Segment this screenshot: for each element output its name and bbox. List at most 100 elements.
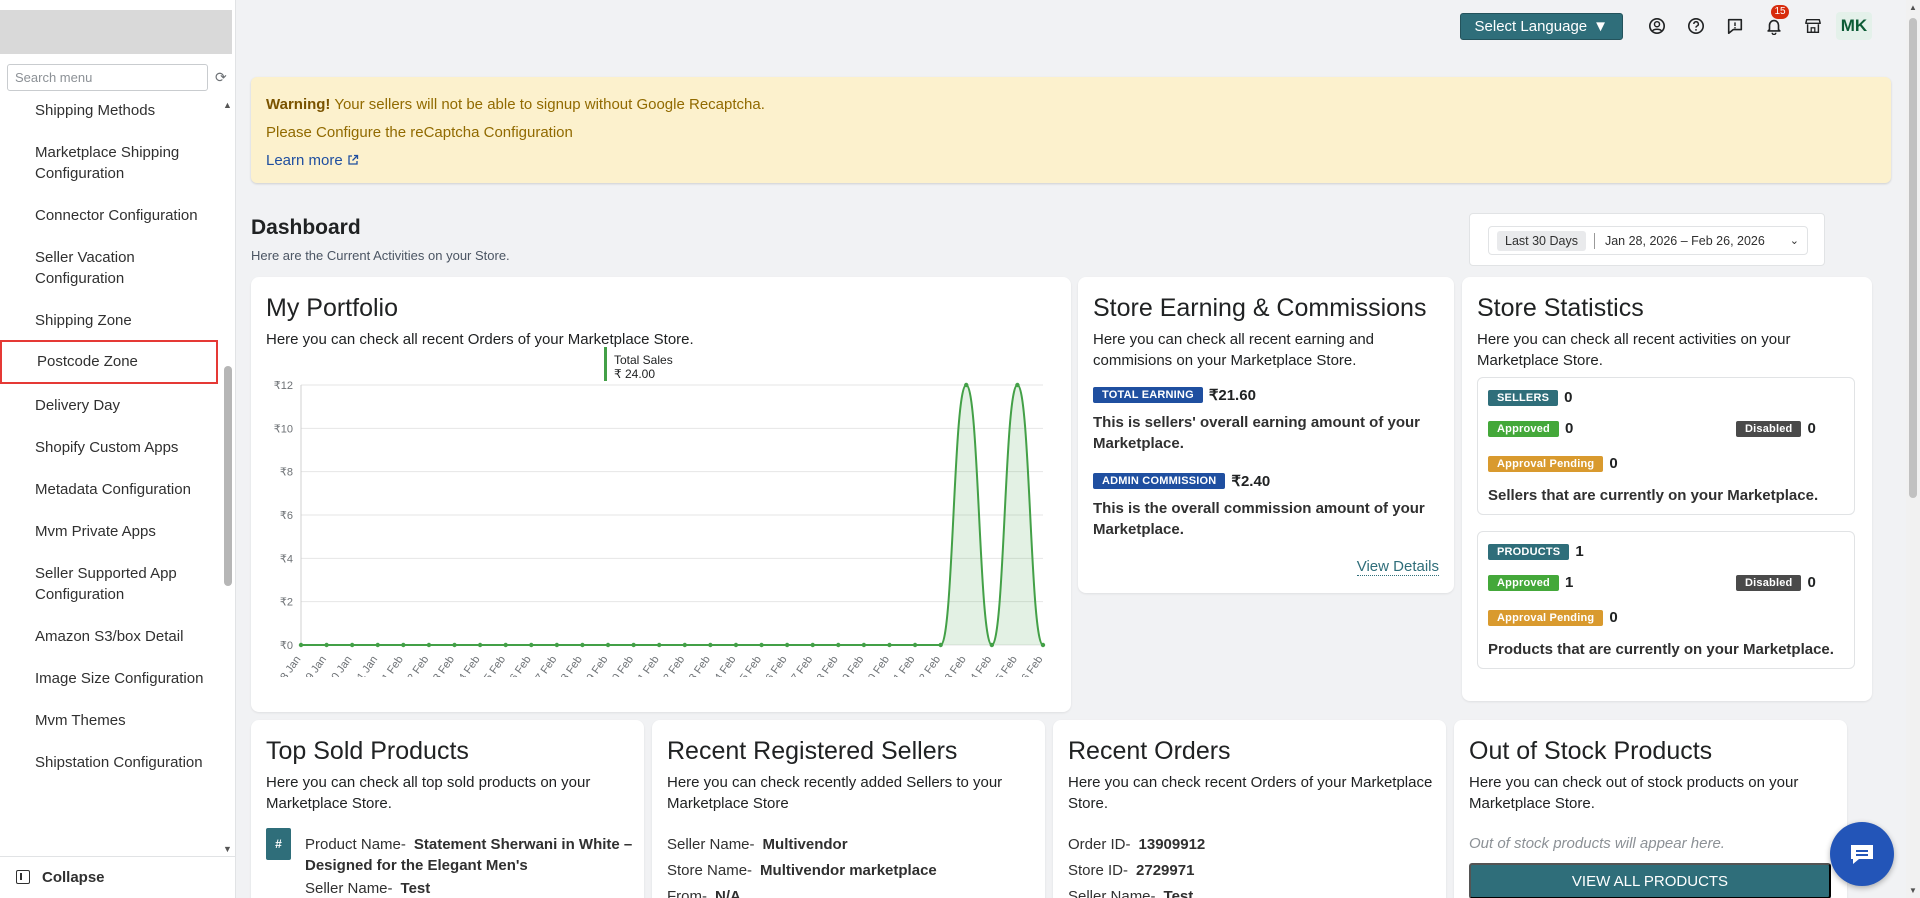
sales-area: [301, 385, 1043, 645]
rank-hash-badge: #: [266, 828, 291, 860]
x-tick-label: 15 Feb: [735, 654, 764, 677]
collapse-label: Collapse: [42, 869, 105, 886]
warning-message: Your sellers will not be able to signup …: [330, 96, 765, 113]
chart-grid: [300, 384, 1043, 646]
data-point: [810, 642, 815, 648]
scroll-up-arrow-icon[interactable]: ▲: [223, 100, 232, 110]
range-preset-pill: Last 30 Days: [1497, 230, 1586, 251]
page-scroll-up-icon[interactable]: ▲: [1909, 3, 1917, 12]
sidebar-item-image-size-configuration[interactable]: Image Size Configuration: [35, 670, 204, 687]
x-tick-label: 09 Feb: [581, 654, 610, 677]
sidebar-item-connector-configuration[interactable]: Connector Configuration: [35, 207, 198, 224]
sidebar-item-mvm-themes[interactable]: Mvm Themes: [35, 712, 126, 729]
page-scroll-thumb[interactable]: [1909, 18, 1917, 498]
sidebar-item-delivery-day[interactable]: Delivery Day: [35, 397, 121, 414]
data-point: [298, 642, 304, 648]
page-scroll-down-icon[interactable]: ▼: [1909, 886, 1917, 895]
sidebar-item-shipstation-configuration[interactable]: Shipstation Configuration: [35, 754, 203, 771]
order-seller-key: Seller Name-: [1068, 888, 1156, 898]
x-tick-label: 07 Feb: [530, 654, 559, 677]
store-name-key: Store Name-: [667, 862, 753, 879]
page-scrollbar[interactable]: ▲ ▼: [1906, 0, 1920, 898]
sidebar-item-shipping-methods[interactable]: Shipping Methods: [35, 102, 156, 119]
seller-name-key: Seller Name-: [667, 836, 755, 853]
statistics-title: Store Statistics: [1477, 294, 1644, 322]
recent-sellers-desc: Here you can check recently added Seller…: [667, 774, 1003, 812]
chat-support-button[interactable]: [1830, 822, 1894, 886]
x-tick-label: 02 Feb: [402, 654, 431, 677]
learn-more-link[interactable]: Learn more: [266, 152, 359, 169]
x-tick-label: 25 Feb: [990, 654, 1019, 677]
data-point: [759, 642, 764, 648]
topbar: Select Language ▼ 15 MK: [1459, 5, 1872, 40]
external-link-icon: [348, 154, 359, 165]
sidebar-item-postcode-zone[interactable]: Postcode Zone: [0, 340, 218, 384]
notification-badge: 15: [1771, 5, 1789, 19]
sellers-count: 0: [1564, 389, 1573, 406]
sidebar-item-seller-vacation-configuration[interactable]: Seller Vacation Configuration: [35, 249, 135, 287]
search-menu-input[interactable]: [7, 64, 208, 91]
data-point: [631, 642, 636, 648]
data-point: [1040, 642, 1046, 648]
x-tick-label: 29 Jan: [300, 654, 329, 677]
scroll-down-arrow-icon[interactable]: ▼: [223, 844, 232, 854]
view-details-link[interactable]: View Details: [1356, 558, 1439, 576]
data-point: [554, 642, 560, 648]
select-language-button[interactable]: Select Language ▼: [1459, 12, 1623, 40]
data-point: [324, 642, 329, 648]
sellers-pending-row: Approval Pending 0: [1488, 455, 1618, 472]
feedback-icon[interactable]: [1715, 12, 1754, 40]
store-icon[interactable]: [1793, 12, 1832, 40]
notification-bell-icon[interactable]: 15: [1754, 5, 1793, 40]
data-point: [580, 642, 585, 648]
collapse-button[interactable]: Collapse: [0, 856, 235, 898]
sellers-count-row: SELLERS 0: [1488, 389, 1572, 406]
warning-line-2: Please Configure the reCaptcha Configura…: [266, 124, 573, 141]
date-range-selector[interactable]: Last 30 Days Jan 28, 2026 – Feb 26, 2026…: [1488, 226, 1808, 255]
data-point: [503, 642, 508, 648]
view-all-products-button[interactable]: VIEW ALL PRODUCTS: [1469, 863, 1831, 898]
products-pending-tag: Approval Pending: [1488, 609, 1604, 626]
sidebar-scroll-thumb[interactable]: [224, 366, 232, 586]
sidebar-menu: Shipping Methods Marketplace Shipping Co…: [0, 96, 222, 856]
store-id-key: Store ID-: [1068, 862, 1129, 879]
x-tick-label: 13 Feb: [683, 654, 712, 677]
user-avatar[interactable]: MK: [1836, 12, 1872, 40]
earnings-desc: Here you can check all recent earning an…: [1093, 331, 1375, 369]
sidebar-item-shopify-custom-apps[interactable]: Shopify Custom Apps: [35, 439, 179, 456]
product-name-value: Statement Sherwani in White – Designed f…: [305, 836, 633, 874]
products-note: Products that are currently on your Mark…: [1488, 641, 1834, 658]
sellers-approved-tag: Approved: [1488, 420, 1559, 437]
sales-points: [298, 382, 1046, 648]
x-tick-label: 05 Feb: [479, 654, 508, 677]
product-name-key: Product Name-: [305, 836, 406, 853]
sidebar-item-amazon-s3-box-detail[interactable]: Amazon S3/box Detail: [35, 628, 184, 645]
product-seller-value: Test: [400, 880, 431, 897]
admin-commission-note: This is the overall commission amount of…: [1093, 500, 1425, 538]
seller-name-row: Seller Name- Multivendor: [667, 834, 848, 855]
seller-from-value: N/A: [715, 888, 741, 898]
refresh-icon[interactable]: ⟳: [215, 69, 227, 85]
y-tick-label: ₹8: [280, 467, 293, 479]
store-name-row: Store Name- Multivendor marketplace: [667, 860, 937, 881]
sidebar-item-marketplace-shipping-configuration[interactable]: Marketplace Shipping Configuration: [35, 144, 180, 182]
date-range-picker: Last 30 Days Jan 28, 2026 – Feb 26, 2026…: [1469, 213, 1825, 266]
help-icon[interactable]: [1676, 12, 1715, 40]
y-tick-label: ₹10: [274, 423, 293, 435]
products-approved-tag: Approved: [1488, 574, 1559, 591]
learn-more-label: Learn more: [266, 152, 343, 169]
products-approved-row: Approved 1: [1488, 574, 1573, 591]
sidebar-item-seller-supported-app-configuration[interactable]: Seller Supported App Configuration: [35, 565, 177, 603]
sidebar-item-mvm-private-apps[interactable]: Mvm Private Apps: [35, 523, 156, 540]
sellers-disabled-count: 0: [1807, 420, 1816, 437]
order-id-row: Order ID- 13909912: [1068, 834, 1205, 855]
user-icon[interactable]: [1637, 12, 1676, 40]
recent-orders-card: Recent Orders Here you can check recent …: [1053, 720, 1446, 898]
earnings-card: Store Earning & Commissions Here you can…: [1078, 277, 1454, 593]
sidebar-scrollbar[interactable]: ▲ ▼: [222, 96, 234, 856]
sidebar-item-metadata-configuration[interactable]: Metadata Configuration: [35, 481, 191, 498]
top-sold-title: Top Sold Products: [266, 737, 469, 765]
sidebar-item-shipping-zone[interactable]: Shipping Zone: [35, 312, 132, 329]
